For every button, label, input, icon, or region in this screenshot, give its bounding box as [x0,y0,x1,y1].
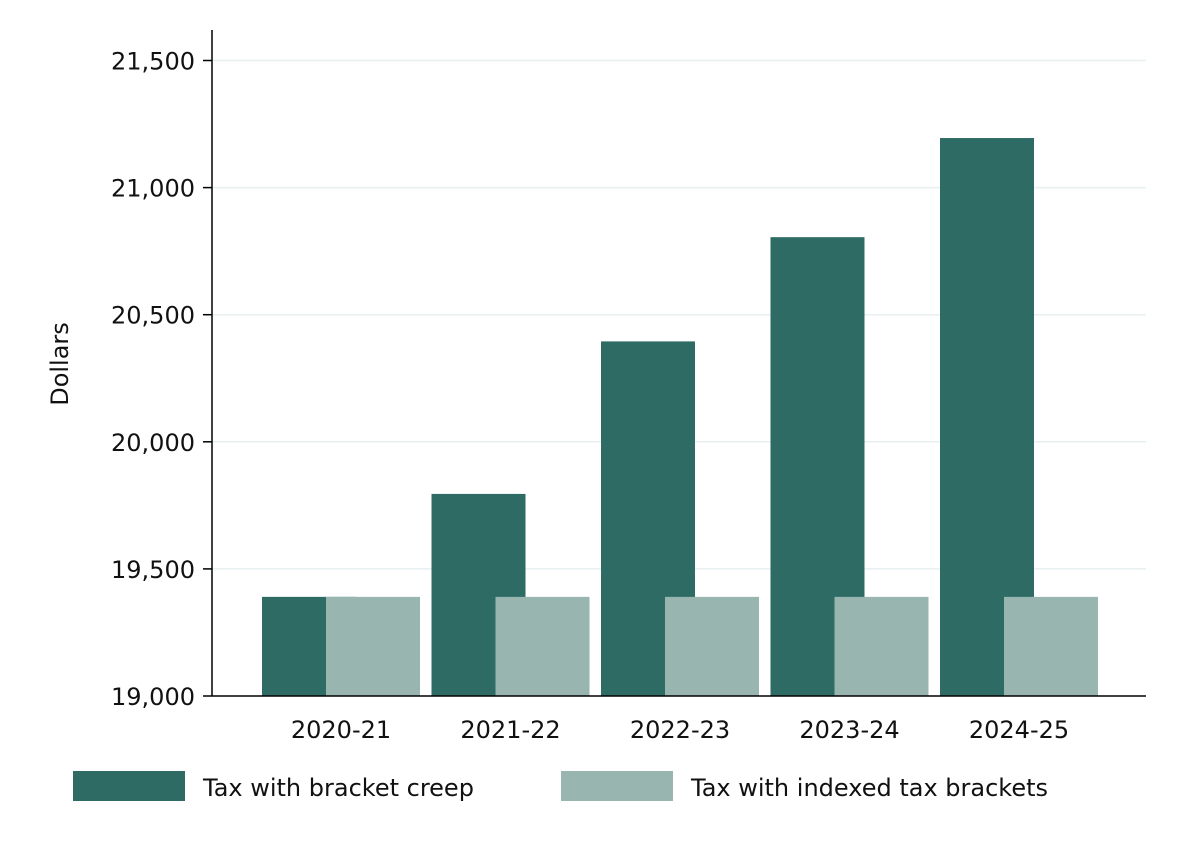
y-tick-label: 19,500 [111,556,195,584]
legend-label: Tax with indexed tax brackets [690,774,1048,802]
y-tick-label: 20,500 [111,302,195,330]
x-tick-label: 2024-25 [969,716,1069,744]
legend-label: Tax with bracket creep [202,774,474,802]
x-tick-label: 2022-23 [630,716,730,744]
axes [211,30,1146,697]
x-tick-labels: 2020-21 2021-22 2022-23 2023-24 2024-25 [291,716,1069,744]
x-tick-label: 2020-21 [291,716,391,744]
bar-indexed-2020-21 [326,596,420,696]
y-tick-labels: 19,000 19,500 20,000 20,500 21,000 21,500 [111,48,212,711]
bar-indexed-2022-23 [665,596,759,696]
bar-indexed-2024-25 [1004,596,1098,696]
x-tick-label: 2021-22 [460,716,560,744]
legend-swatch [73,771,185,801]
legend-swatch [561,771,673,801]
bar-indexed-2021-22 [495,596,590,696]
y-tick-label: 19,000 [111,683,195,711]
y-tick-label: 20,000 [111,429,195,457]
bar-indexed-2023-24 [834,596,929,696]
x-tick-label: 2023-24 [799,716,899,744]
legend: Tax with bracket creep Tax with indexed t… [73,771,1048,802]
y-tick-label: 21,500 [111,48,195,76]
y-tick-label: 21,000 [111,175,195,203]
y-axis-label: Dollars [46,322,74,406]
bars [262,138,1098,696]
